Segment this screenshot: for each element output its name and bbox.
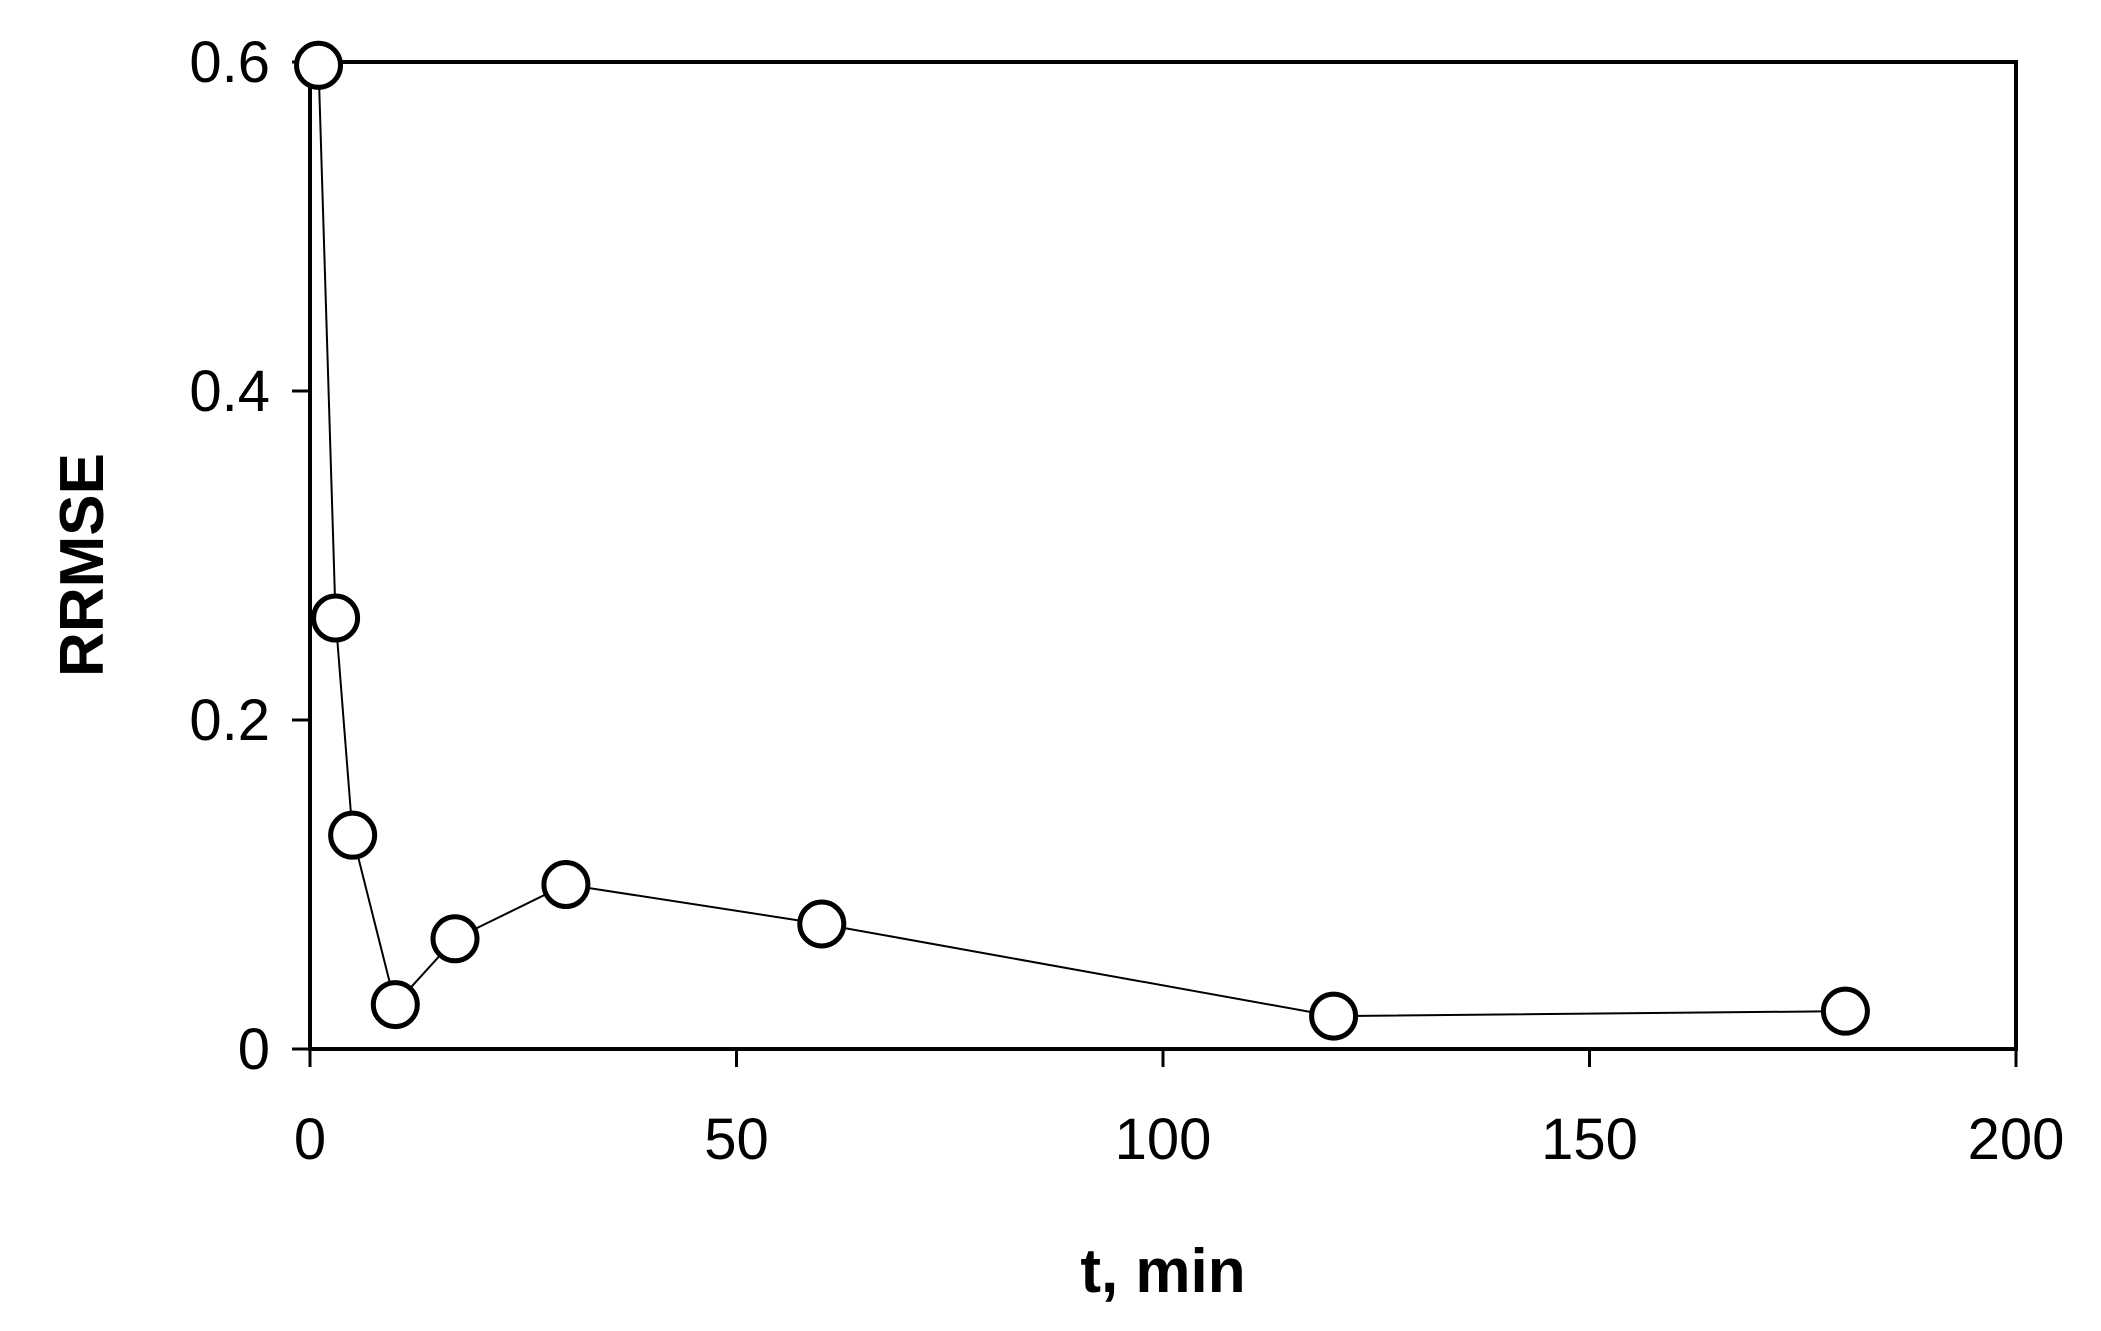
x-axis-title: t, min xyxy=(1080,1237,1245,1306)
series-layer xyxy=(294,40,1870,1041)
data-point xyxy=(370,980,420,1030)
data-point xyxy=(797,899,847,949)
x-axis-ticks: 0 50 100 150 200 xyxy=(294,1049,2065,1172)
x-tick-label: 200 xyxy=(1968,1107,2065,1172)
x-tick-label: 0 xyxy=(294,1107,326,1172)
y-tick-label: 0.2 xyxy=(189,688,270,753)
data-point xyxy=(328,810,378,860)
data-point xyxy=(541,860,591,909)
x-tick-label: 150 xyxy=(1541,1107,1638,1172)
y-axis-title: RRMSE xyxy=(48,453,117,677)
y-tick-label: 0.6 xyxy=(189,30,270,95)
y-tick-label: 0.4 xyxy=(189,359,270,424)
x-tick-label: 100 xyxy=(1115,1107,1212,1172)
data-point xyxy=(294,40,344,90)
data-point xyxy=(1820,986,1870,1036)
x-tick-label: 50 xyxy=(704,1107,769,1172)
data-point xyxy=(430,914,480,964)
y-axis-ticks: 0 0.2 0.4 0.6 xyxy=(189,30,310,1082)
y-tick-label: 0 xyxy=(238,1017,270,1082)
data-point xyxy=(1309,991,1359,1041)
data-point xyxy=(311,593,361,643)
